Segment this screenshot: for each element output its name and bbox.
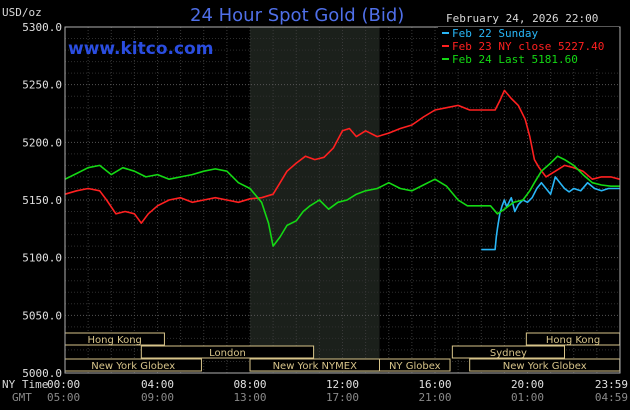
unit-label: USD/oz (2, 6, 42, 19)
x-tick-ny: 12:00 (326, 378, 359, 391)
legend-entry: Feb 22 Sunday (452, 27, 538, 40)
plot-frame (64, 26, 621, 374)
y-tick-labels: 5300.0 5250.0 5200.0 5150.0 5100.0 5050.0 5000… (22, 21, 62, 380)
gmt-label: GMT (12, 391, 32, 404)
x-tick-gmt: 17:00 (326, 391, 359, 404)
chart-title: 24 Hour Spot Gold (Bid) (190, 5, 404, 26)
x-tick-ny: 23:59 (595, 378, 628, 391)
y-tick-label: 5000.0 (22, 367, 62, 380)
x-tick-gmt: 13:00 (233, 391, 266, 404)
market-sessions: Hong Kong Hong Kong London Sydney New York G… (64, 332, 621, 372)
y-tick-label: 5050.0 (22, 309, 62, 322)
y-tick-label: 5150.0 (22, 194, 62, 207)
y-tick-label: 5300.0 (22, 21, 62, 34)
session-label: New York Globex (503, 361, 587, 372)
datetime-label: February 24, 2026 22:00 (446, 12, 598, 25)
x-tick-gmt: 21:00 (418, 391, 451, 404)
session-label: New York NYMEX (273, 361, 358, 372)
series-line-0 (481, 176, 620, 251)
x-tick-ny: 04:00 (141, 378, 174, 391)
session-label: London (209, 348, 246, 359)
series-line-1 (64, 89, 620, 224)
price-series (64, 89, 620, 251)
legend-entry: Feb 24 Last 5181.60 (452, 53, 578, 66)
legend-entry: Feb 23 NY close 5227.40 (452, 40, 604, 53)
x-tick-ny: 16:00 (418, 378, 451, 391)
x-tick-gmt: 05:00 (47, 391, 80, 404)
site-watermark: www.kitco.com (68, 39, 213, 59)
y-tick-label: 5100.0 (22, 252, 62, 265)
ny-time-label: NY Time (2, 378, 48, 391)
y-tick-label: 5250.0 (22, 79, 62, 92)
x-tick-gmt: 09:00 (141, 391, 174, 404)
y-tick-label: 5200.0 (22, 136, 62, 149)
session-label: Sydney (490, 348, 527, 359)
x-tick-gmt: 04:59 (595, 391, 628, 404)
session-label: Hong Kong (88, 335, 142, 346)
legend-box (438, 27, 619, 68)
session-box (451, 345, 565, 359)
session-label: NY Globex (389, 361, 441, 372)
session-label: New York Globex (91, 361, 175, 372)
x-tick-ny: 00:00 (47, 378, 80, 391)
session-label: Hong Kong (546, 335, 600, 346)
session-box (379, 358, 451, 372)
series-line-2 (64, 155, 620, 247)
x-tick-ny: 20:00 (511, 378, 544, 391)
x-tick-gmt: 01:00 (511, 391, 544, 404)
x-tick-ny: 08:00 (233, 378, 266, 391)
session-box (140, 345, 315, 359)
